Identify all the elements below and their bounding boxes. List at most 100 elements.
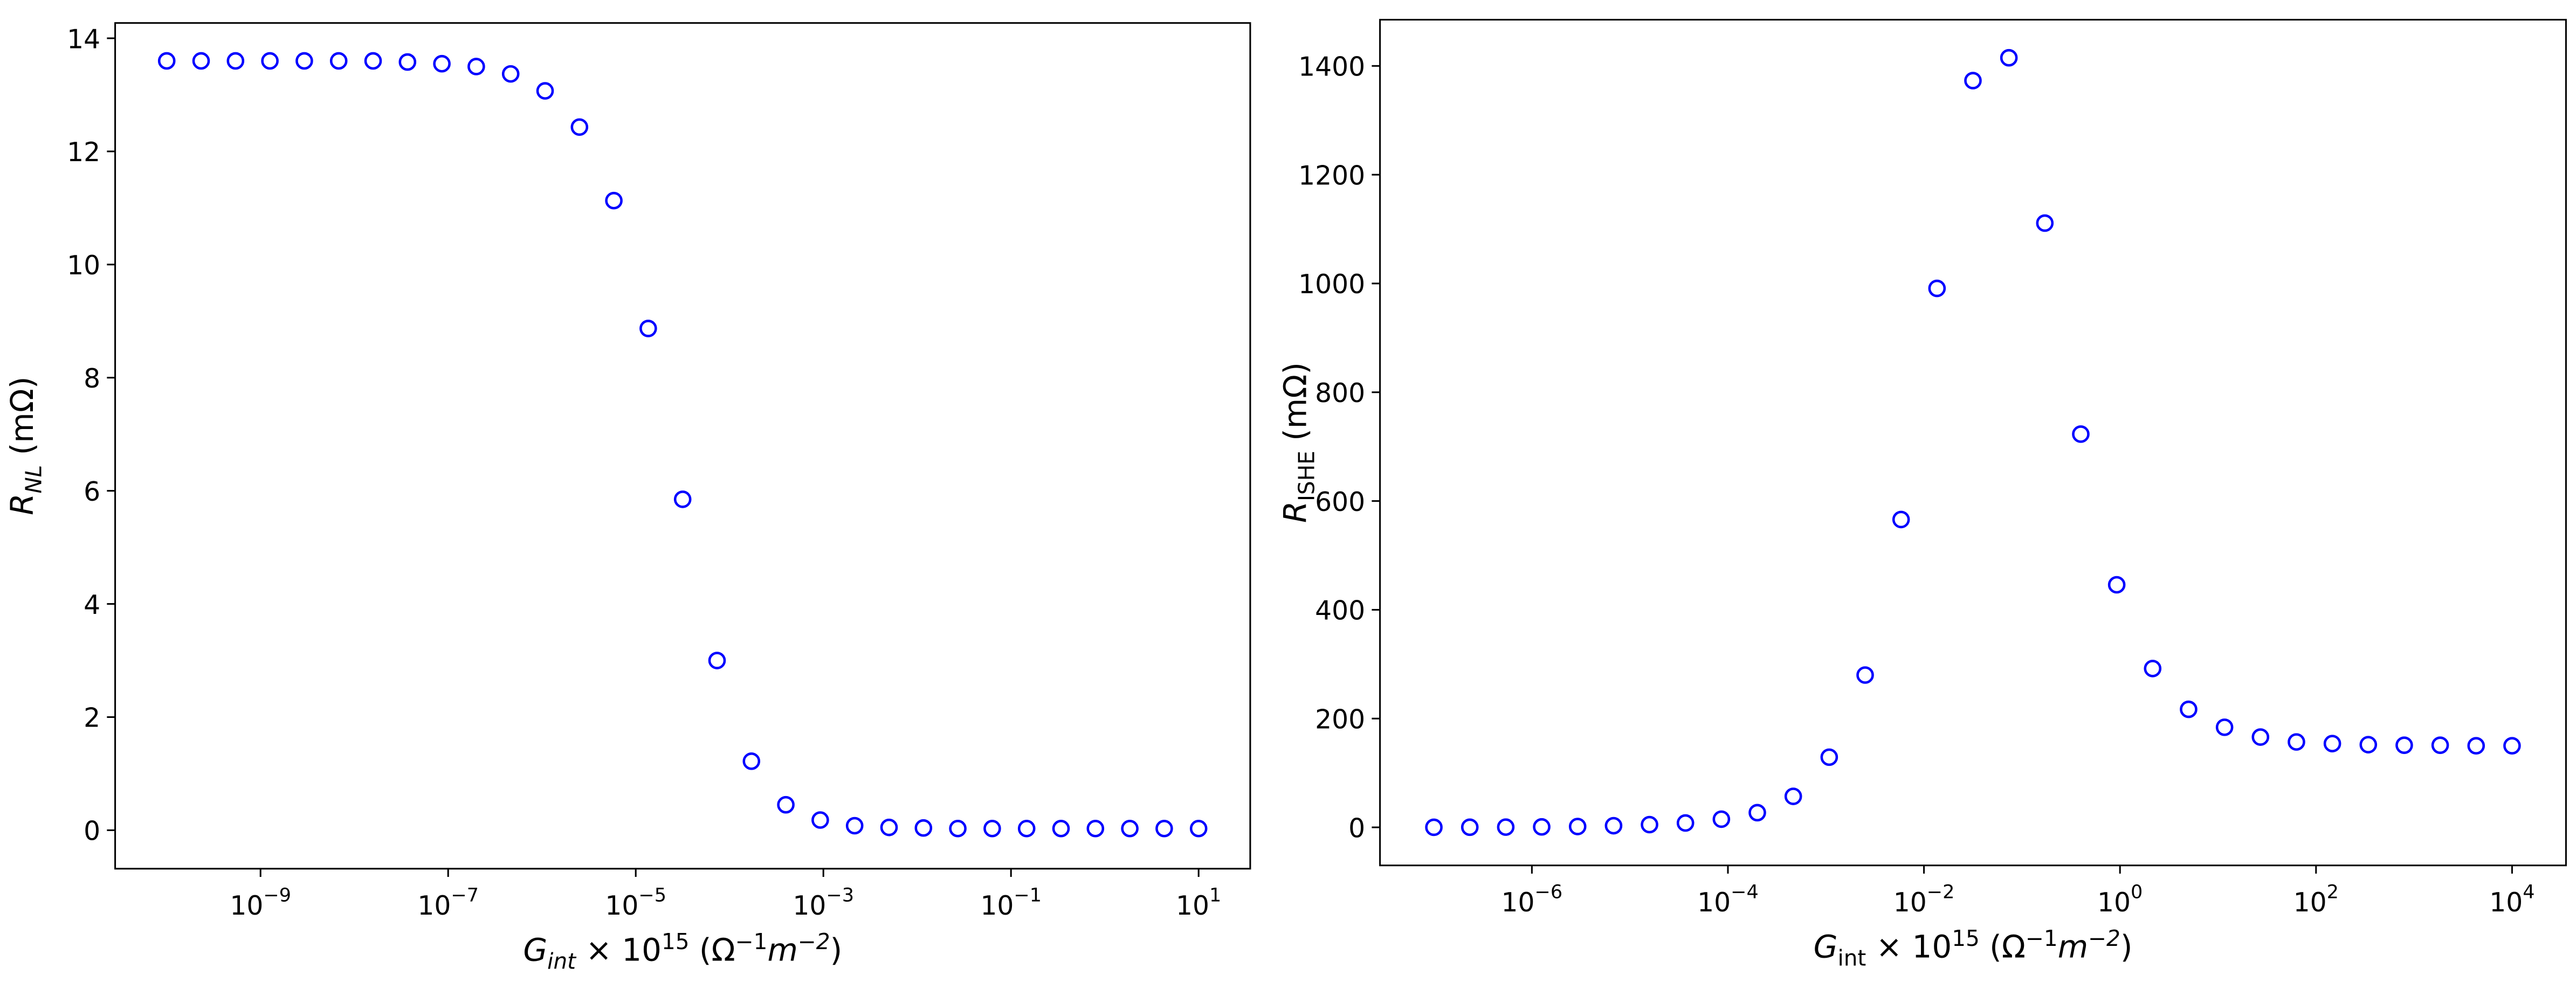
data-point — [2359, 736, 2378, 753]
tick-base: 10 — [230, 891, 263, 921]
x-tick-label: 102 — [2293, 881, 2339, 918]
x-tick-label: 10−6 — [1501, 881, 1563, 918]
tick-exponent: 1 — [1209, 884, 1221, 907]
x-tick-label: 10−4 — [1697, 881, 1759, 918]
tick-exponent: −5 — [638, 884, 666, 907]
data-point — [1086, 819, 1105, 838]
tick-exponent: −3 — [826, 884, 854, 907]
data-point — [2323, 735, 2341, 752]
y-tick-label: 400 — [1315, 596, 1365, 626]
data-point — [811, 811, 829, 829]
x-axis-label: Gint × 1015 (Ω−1m−2) — [1814, 925, 2133, 971]
x-tick-label: 10−2 — [1893, 881, 1955, 918]
data-point — [226, 52, 245, 70]
data-point — [192, 52, 210, 70]
data-point — [1461, 818, 1479, 836]
y-axis-label: RNL (mΩ) — [4, 377, 46, 515]
data-point — [1676, 814, 1695, 832]
y-tick-label: 800 — [1315, 378, 1365, 409]
label-part: ) — [830, 931, 843, 968]
data-point — [2107, 576, 2126, 594]
x-tick-label: 10−7 — [417, 884, 479, 921]
tick-exponent: −6 — [1535, 881, 1563, 903]
data-point — [949, 819, 967, 838]
data-point — [261, 52, 279, 70]
data-point — [2503, 737, 2521, 755]
label-part: int — [547, 949, 577, 974]
axes-frame — [1379, 19, 2567, 867]
label-part: −1 — [2026, 925, 2058, 951]
axes-frame — [114, 22, 1251, 870]
data-point — [2072, 425, 2090, 443]
x-tick-label: 10−9 — [230, 884, 291, 921]
data-point — [1189, 819, 1208, 838]
tick-base: 10 — [2489, 888, 2523, 918]
tick-base: 10 — [417, 891, 451, 921]
data-point — [914, 819, 933, 837]
data-point — [364, 52, 382, 70]
data-point — [398, 53, 417, 71]
data-point — [639, 320, 657, 337]
data-point — [742, 752, 761, 770]
tick-base: 10 — [1176, 891, 1209, 921]
tick-exponent: −1 — [1014, 884, 1042, 907]
label-part: × 10 — [1866, 928, 1952, 965]
label-part: (Ω — [690, 931, 735, 968]
x-tick-label: 10−3 — [793, 884, 854, 921]
data-point — [1017, 819, 1036, 838]
data-point — [1568, 818, 1587, 835]
tick-base: 10 — [980, 891, 1014, 921]
tick-base: 10 — [793, 891, 826, 921]
data-point — [2467, 737, 2485, 755]
data-point — [1784, 787, 1802, 805]
data-point — [845, 817, 864, 835]
data-point — [2036, 214, 2054, 232]
data-point — [433, 54, 451, 73]
data-point — [1928, 279, 1946, 298]
x-tick-label: 10−1 — [980, 884, 1042, 921]
label-part: −2 — [2088, 925, 2120, 951]
data-point — [880, 818, 898, 836]
data-point — [1121, 819, 1139, 838]
x-tick-label: 10−5 — [605, 884, 666, 921]
y-tick-label: 0 — [84, 817, 100, 847]
y-axis-label: RISHE (mΩ) — [1277, 362, 1320, 523]
label-part: 15 — [1952, 925, 1980, 951]
data-point — [1641, 815, 1658, 834]
label-part: 15 — [662, 929, 690, 955]
data-point — [605, 191, 623, 210]
tick-base: 10 — [1893, 888, 1927, 918]
label-part: int — [1837, 945, 1866, 971]
data-point — [1155, 819, 1173, 838]
x-tick-label: 101 — [1176, 884, 1221, 921]
label-part: −2 — [798, 929, 830, 955]
label-part: m — [2058, 928, 2088, 965]
y-tick-label: 8 — [84, 364, 100, 394]
tick-base: 10 — [605, 891, 638, 921]
data-point — [2215, 718, 2234, 736]
tick-exponent: −2 — [1927, 881, 1955, 903]
tick-base: 10 — [2097, 888, 2131, 918]
y-tick-label: 1200 — [1298, 161, 1365, 191]
data-point — [2431, 736, 2449, 754]
data-point — [467, 58, 485, 75]
tick-exponent: −7 — [451, 884, 479, 907]
label-part: G — [1814, 928, 1838, 965]
y-tick-label: 6 — [84, 477, 100, 507]
label-part: (mΩ) — [4, 377, 40, 465]
data-point — [2180, 700, 2198, 718]
data-point — [1052, 819, 1070, 838]
label-part: −1 — [735, 929, 768, 955]
data-point — [673, 490, 692, 508]
y-tick-label: 14 — [67, 24, 100, 54]
tick-exponent: 2 — [2327, 881, 2339, 903]
data-point — [329, 52, 348, 70]
y-tick-label: 600 — [1315, 487, 1365, 517]
y-tick-label: 12 — [67, 137, 100, 168]
tick-exponent: 0 — [2131, 881, 2143, 903]
tick-exponent: 4 — [2523, 881, 2534, 903]
